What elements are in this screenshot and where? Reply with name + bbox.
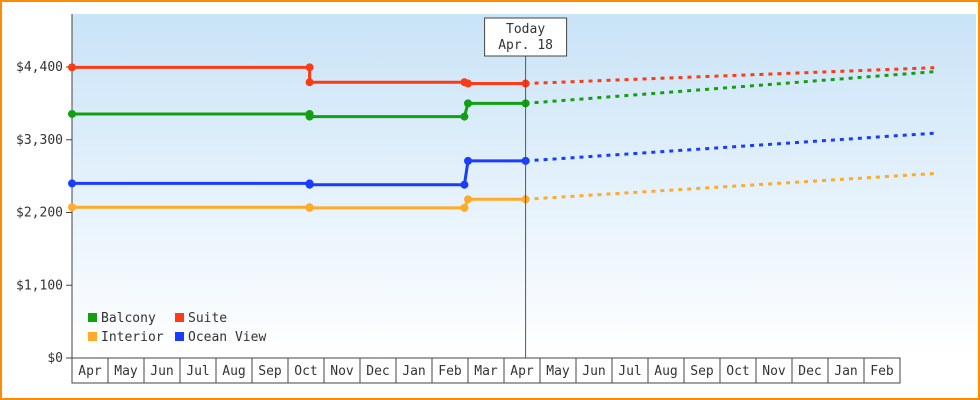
price-marker: [68, 179, 76, 188]
today-box: [484, 17, 568, 57]
series-balcony: [68, 70, 936, 121]
price-line: [72, 197, 526, 210]
price-marker: [464, 195, 472, 204]
x-axis-month-label: Jun: [150, 364, 173, 379]
x-axis-month-label: Jul: [618, 364, 641, 379]
price-marker: [68, 203, 76, 212]
price-marker: [460, 112, 469, 121]
price-marker: [305, 63, 314, 72]
x-axis-month-label: Nov: [762, 364, 786, 379]
series-suite: [68, 63, 935, 88]
x-axis-month-label: Sep: [690, 364, 714, 379]
x-axis-month-cell: [431, 357, 469, 384]
x-axis-month-cell: [683, 357, 721, 384]
legend-swatch: [175, 332, 184, 341]
price-marker: [68, 63, 76, 72]
y-tick-label: $4,400: [16, 60, 63, 75]
x-axis-month-cell: [863, 357, 901, 384]
x-axis-month-label: Apr: [78, 364, 102, 379]
forecast-line: [525, 70, 936, 105]
price-marker: [464, 99, 472, 108]
x-axis-month-label: Feb: [438, 364, 462, 379]
x-axis-month-label: Dec: [798, 364, 821, 379]
x-axis-month-label: Jan: [402, 364, 425, 379]
x-axis-month-label: Nov: [330, 364, 354, 379]
x-axis-month-cell: [467, 357, 505, 384]
price-marker: [68, 109, 76, 118]
today-label-line1: Today: [506, 22, 545, 37]
x-axis-month-cell: [503, 357, 541, 384]
y-tick-label: $1,100: [16, 278, 63, 293]
x-axis-month-cell: [287, 357, 325, 384]
x-axis-month-label: Apr: [510, 364, 534, 379]
x-axis-month-label: Aug: [222, 364, 245, 379]
x-axis-month-label: Mar: [474, 364, 498, 379]
legend-label: Suite: [188, 311, 227, 326]
series-interior: [68, 171, 936, 212]
x-axis-month-label: Jun: [582, 364, 605, 379]
y-tick-label: $0: [47, 351, 63, 366]
x-axis-month-cell: [323, 357, 361, 384]
x-axis-month-cell: [215, 357, 253, 384]
x-axis-month-cell: [647, 357, 685, 384]
x-axis-month-label: Jan: [834, 364, 857, 379]
legend-swatch: [88, 332, 97, 341]
x-axis-month-cell: [251, 357, 289, 384]
x-axis-month-cell: [359, 357, 397, 384]
x-axis-month-label: Feb: [870, 364, 894, 379]
plot-background: [72, 14, 976, 358]
x-axis-month-label: Oct: [294, 364, 317, 379]
x-axis-month-cell: [71, 357, 109, 384]
x-axis-month-cell: [179, 357, 217, 384]
legend-swatch: [175, 313, 184, 322]
price-line: [72, 101, 526, 119]
price-marker: [460, 203, 469, 212]
x-axis-month-label: Oct: [726, 364, 749, 379]
x-axis-month-cell: [539, 357, 577, 384]
x-axis-month-label: Aug: [654, 364, 677, 379]
x-axis-month-label: May: [546, 364, 570, 379]
x-axis-month-label: Sep: [258, 364, 282, 379]
price-marker: [305, 203, 314, 212]
legend-swatch: [88, 313, 97, 322]
price-marker: [305, 78, 314, 87]
price-marker: [460, 180, 469, 189]
x-axis-month-label: May: [114, 364, 138, 379]
price-marker: [305, 180, 314, 189]
x-axis-month-label: Dec: [366, 364, 389, 379]
x-axis-month-cell: [395, 357, 433, 384]
y-tick-label: $3,300: [16, 133, 63, 148]
legend-label: Balcony: [101, 311, 156, 326]
price-marker: [464, 79, 472, 88]
x-axis-month-label: Jul: [186, 364, 209, 379]
price-marker: [464, 156, 472, 165]
price-marker: [305, 112, 314, 121]
legend-label: Interior: [101, 330, 164, 345]
legend-label: Ocean View: [188, 330, 266, 345]
price-line: [72, 159, 526, 187]
today-label-line2: Apr. 18: [498, 38, 553, 53]
y-tick-label: $2,200: [16, 206, 63, 221]
price-line: [72, 65, 526, 86]
